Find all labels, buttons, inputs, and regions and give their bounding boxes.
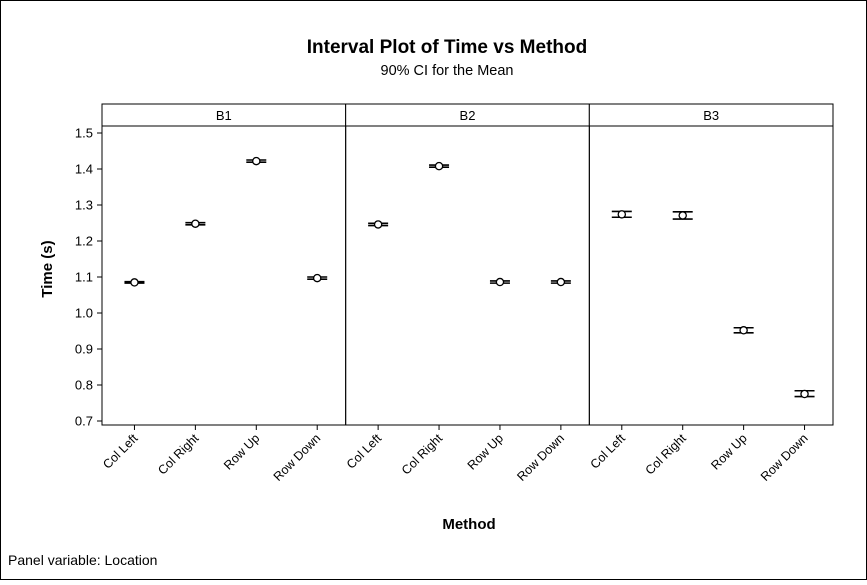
mean-point <box>678 211 687 220</box>
y-tick-label: 1.4 <box>75 162 93 177</box>
y-tick-label: 0.8 <box>75 378 93 393</box>
mean-point <box>556 277 566 287</box>
y-tick-label: 1.3 <box>75 198 93 213</box>
panel-frame-b3 <box>588 125 834 426</box>
mean-point <box>373 220 383 229</box>
y-tick-label: 0.7 <box>75 414 93 429</box>
panel-label-b3: B3 <box>703 108 719 123</box>
chart-subtitle: 90% CI for the Mean <box>381 63 514 79</box>
mean-point <box>434 161 444 171</box>
y-axis-title: Time (s) <box>39 240 56 297</box>
y-tick-label: 1.5 <box>75 126 93 141</box>
mean-point <box>191 219 200 228</box>
y-tick-label: 0.9 <box>75 342 93 357</box>
mean-point <box>800 389 809 399</box>
mean-point <box>495 277 505 287</box>
mean-point <box>130 278 139 287</box>
mean-point <box>617 210 627 219</box>
y-tick-label: 1.0 <box>75 306 93 321</box>
mean-point <box>312 273 322 283</box>
panel-label-b1: B1 <box>216 108 232 123</box>
y-tick-label: 1.1 <box>75 270 93 285</box>
panel-label-b2: B2 <box>460 108 476 123</box>
mean-point <box>252 156 261 166</box>
mean-point <box>739 326 748 335</box>
x-axis-title: Method <box>442 516 495 533</box>
panel-variable-footnote: Panel variable: Location <box>8 552 157 568</box>
chart-title: Interval Plot of Time vs Method <box>307 37 587 58</box>
y-tick-label: 1.2 <box>75 234 93 249</box>
